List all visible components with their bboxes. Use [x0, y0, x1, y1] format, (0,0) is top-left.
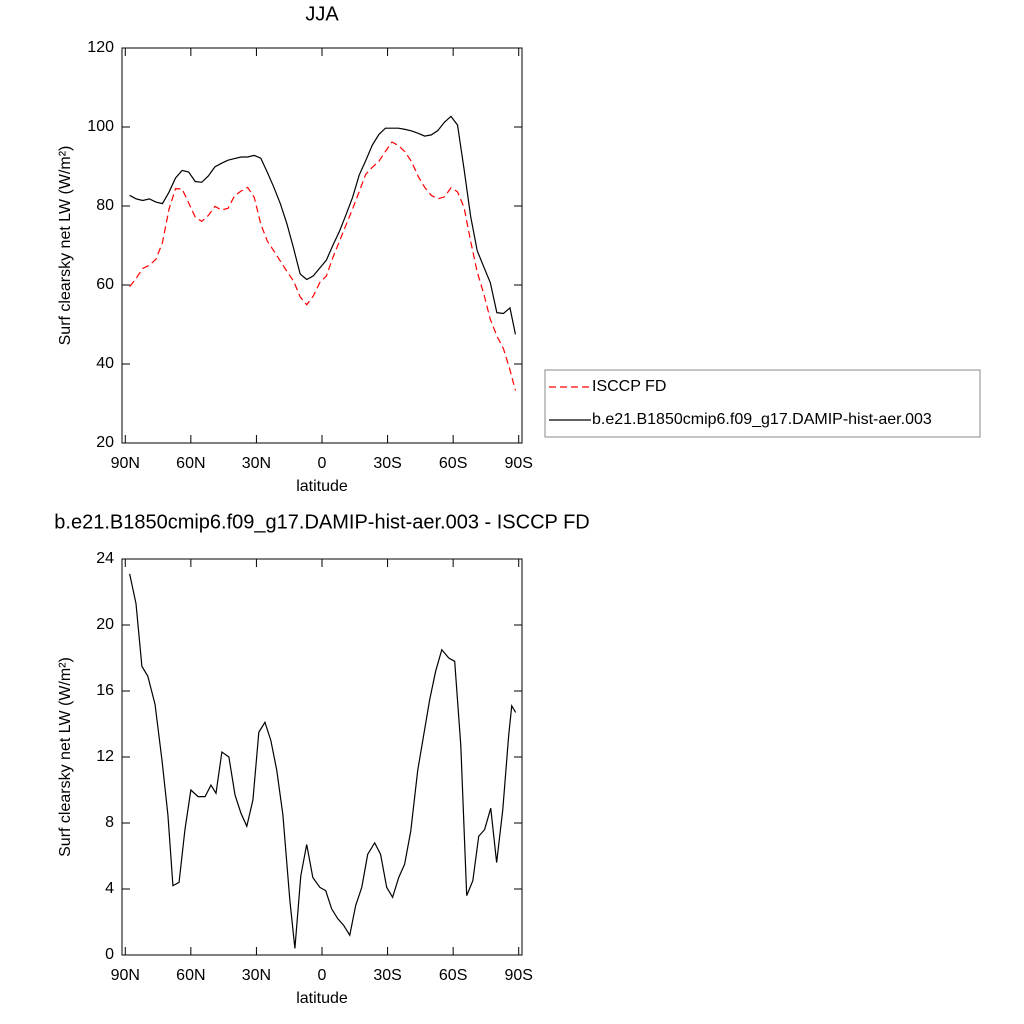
y-tick-label: 12 — [96, 748, 114, 765]
plot-frame — [121, 47, 523, 444]
x-tick-label: 60N — [176, 455, 205, 472]
y-tick-label: 20 — [96, 616, 114, 633]
data-line — [129, 115, 517, 335]
y-tick-label: 8 — [105, 814, 114, 831]
x-tick-label: 60S — [439, 967, 467, 984]
x-tick-label: 30N — [242, 967, 271, 984]
x-tick-label: 30N — [242, 455, 271, 472]
x-tick-label: 90S — [504, 455, 532, 472]
x-tick-label: 60N — [176, 967, 205, 984]
x-tick-label: 30S — [373, 967, 401, 984]
plot-frame — [121, 558, 523, 956]
y-tick-label: 16 — [96, 682, 114, 699]
y-tick-label: 40 — [96, 355, 114, 372]
x-tick-label: 90N — [111, 455, 140, 472]
legend-label: b.e21.B1850cmip6.f09_g17.DAMIP-hist-aer.… — [592, 411, 932, 428]
legend-label: ISCCP FD — [592, 378, 666, 395]
x-axis-label: latitude — [296, 990, 348, 1007]
y-tick-label: 0 — [105, 946, 114, 963]
chart-title: b.e21.B1850cmip6.f09_g17.DAMIP-hist-aer.… — [54, 511, 589, 533]
y-axis-label: Surf clearsky net LW (W/m²) — [57, 146, 74, 346]
y-tick-label: 120 — [87, 39, 114, 56]
x-tick-label: 90S — [504, 967, 532, 984]
x-tick-label: 90N — [111, 967, 140, 984]
data-line — [129, 573, 517, 949]
x-tick-label: 30S — [373, 455, 401, 472]
x-tick-label: 60S — [439, 455, 467, 472]
x-tick-label: 0 — [318, 455, 327, 472]
y-tick-label: 20 — [96, 434, 114, 451]
x-tick-label: 0 — [318, 967, 327, 984]
data-line — [129, 141, 517, 391]
chart-title: JJA — [305, 3, 339, 25]
x-axis-label: latitude — [296, 478, 348, 495]
y-tick-label: 24 — [96, 550, 114, 567]
y-tick-label: 60 — [96, 276, 114, 293]
y-axis-label: Surf clearsky net LW (W/m²) — [57, 657, 74, 857]
y-tick-label: 100 — [87, 118, 114, 135]
legend-box — [544, 369, 981, 438]
y-tick-label: 4 — [105, 880, 114, 897]
y-tick-label: 80 — [96, 197, 114, 214]
